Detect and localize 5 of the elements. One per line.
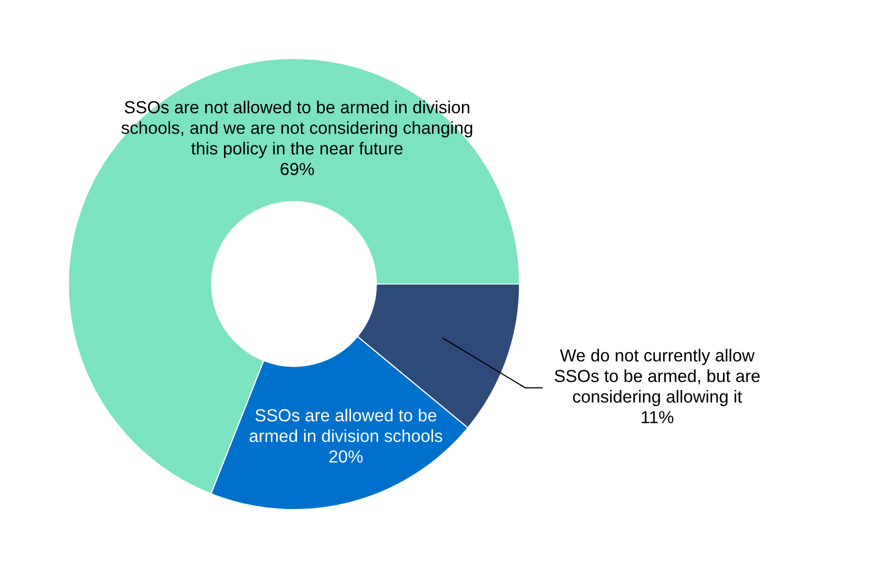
- data-label: 69%: [280, 162, 314, 176]
- slice-label: We do not currently allow SSOs to be armed, but are considering allowing it: [554, 348, 760, 406]
- data-label: 20%: [329, 450, 363, 463]
- slice-label: SSOs are allowed to be armed in division schools: [250, 408, 442, 442]
- data-label: 11%: [642, 411, 674, 424]
